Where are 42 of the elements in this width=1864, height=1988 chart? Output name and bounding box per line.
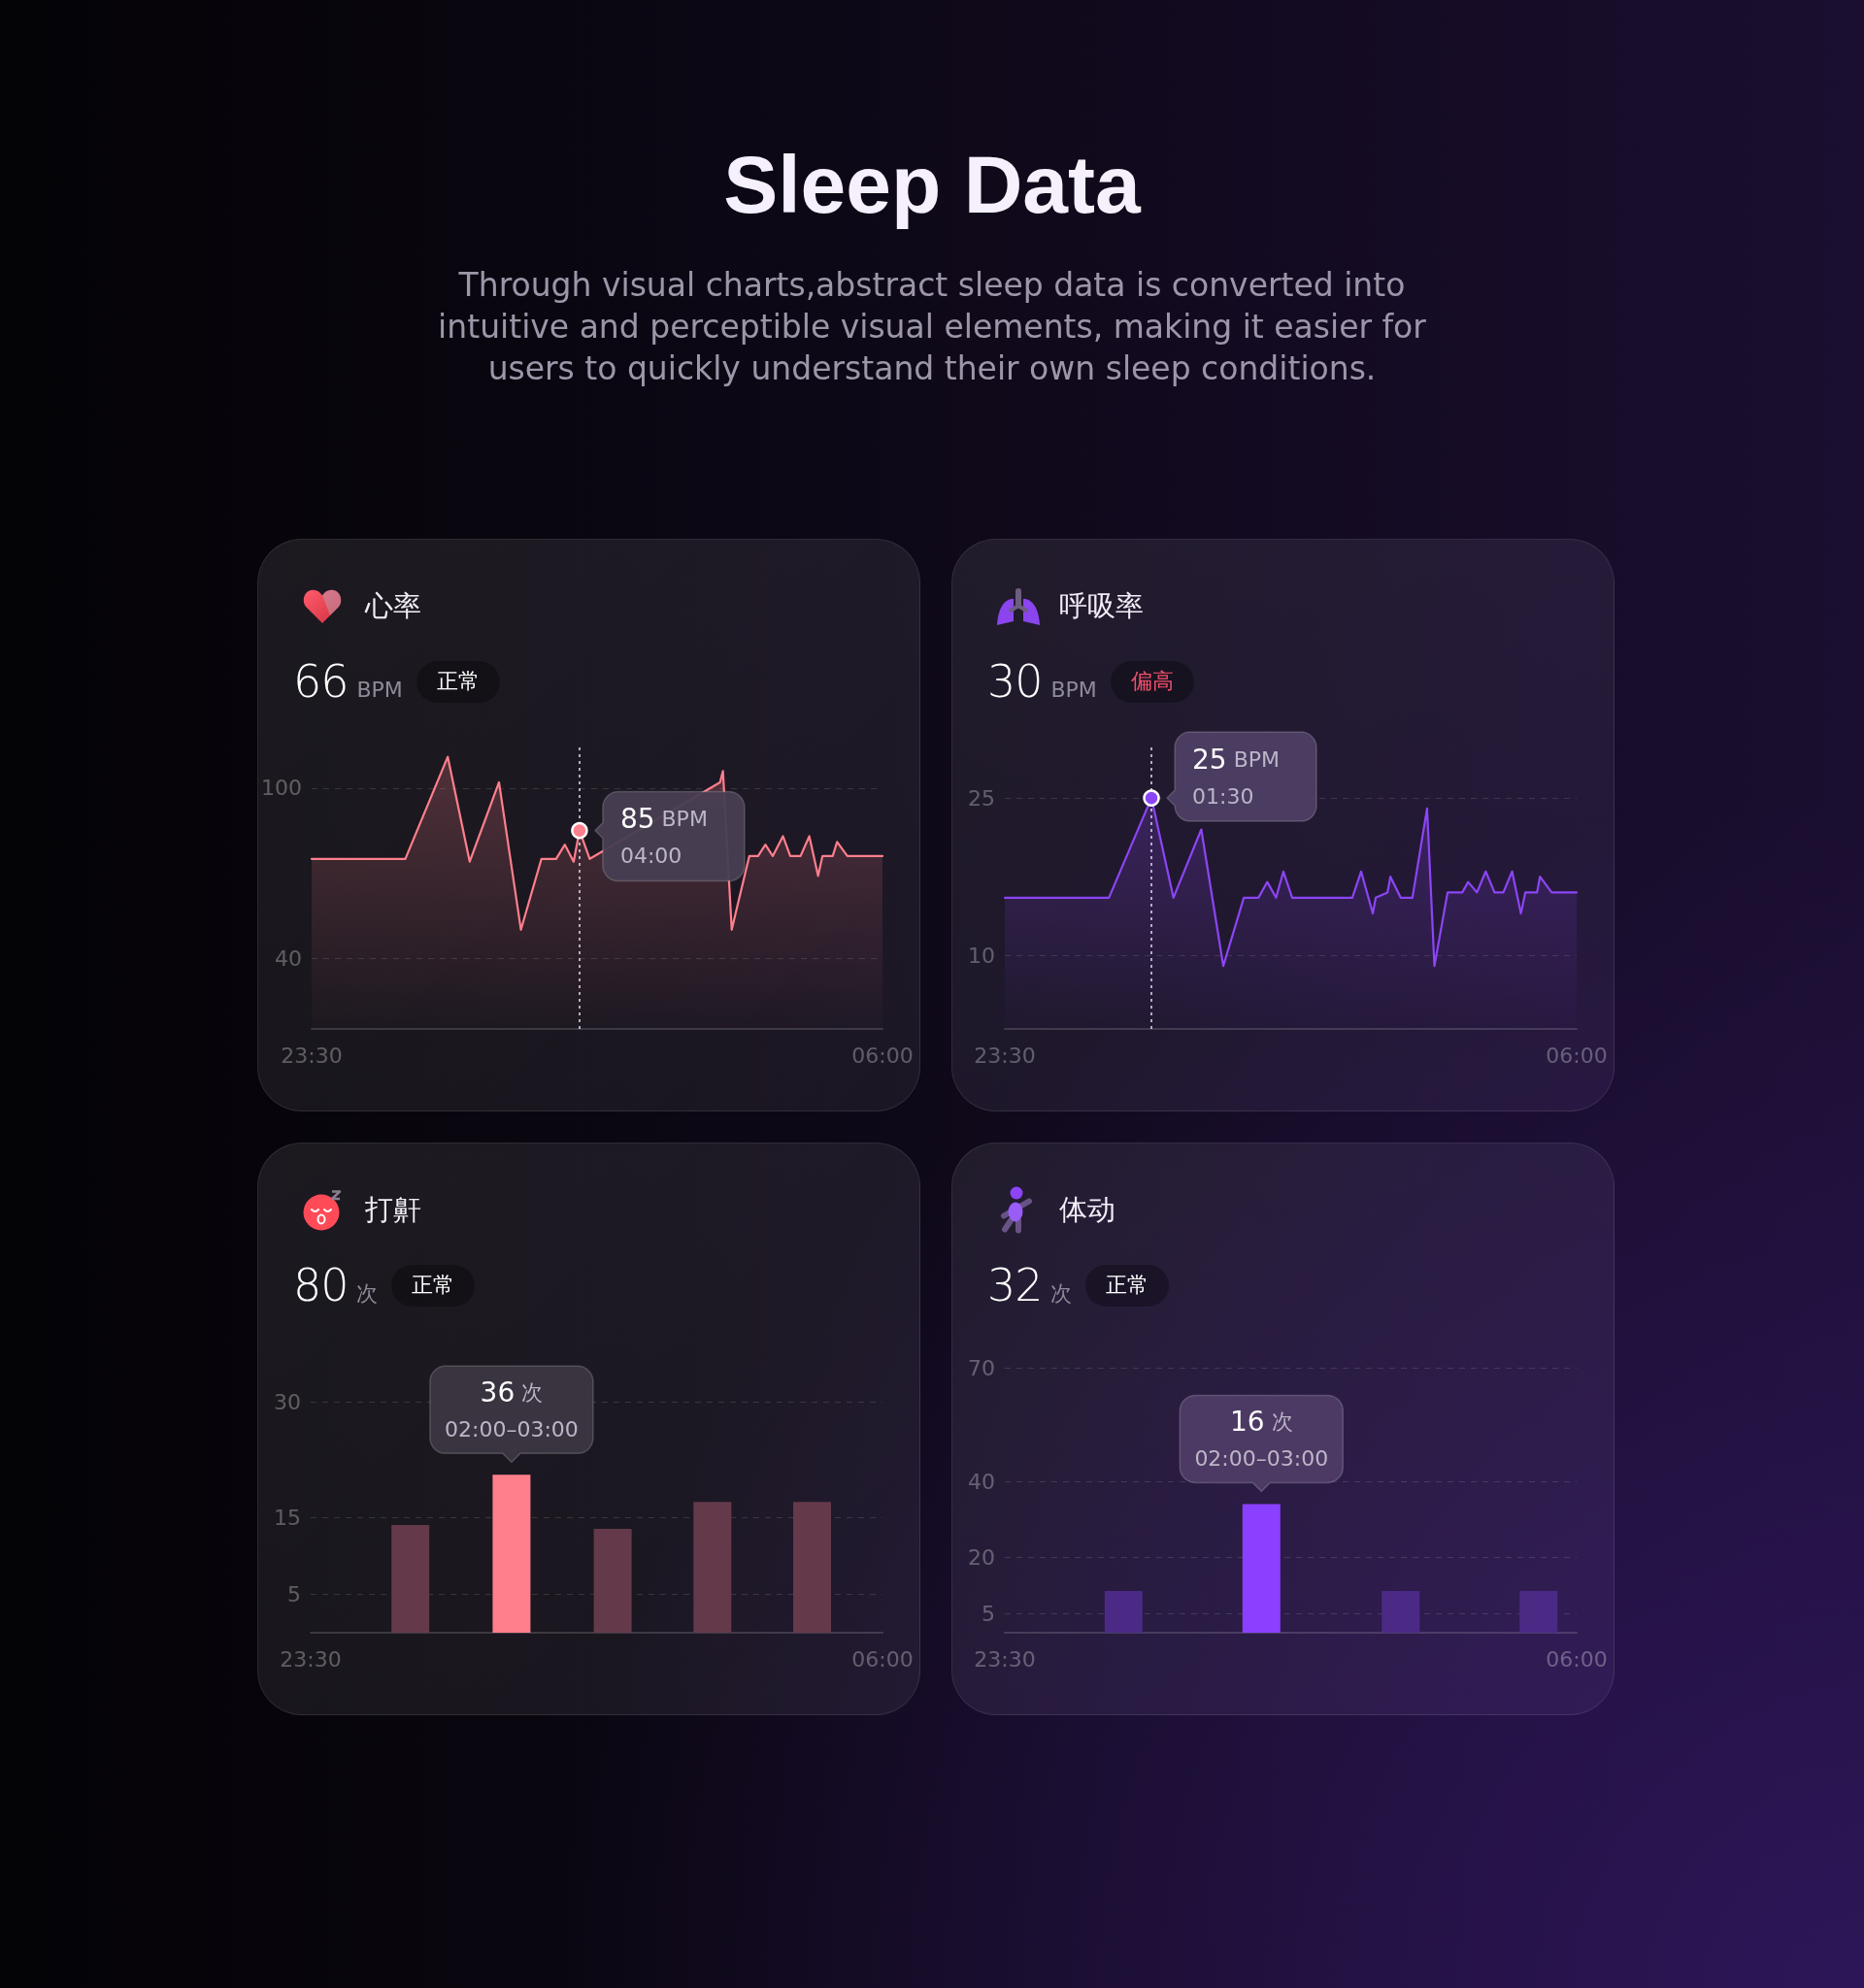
text: 正常 [391,1264,476,1307]
annotation: 25 BPM 01:30 [1192,743,1280,809]
text: 正常 [1085,1264,1170,1307]
annotation: 16 次 02:00–03:00 [1194,1405,1329,1471]
bar [793,1502,832,1633]
chart-subtitle: 32 次 [987,1259,1073,1311]
chart-title: 体动 [1059,1192,1115,1228]
chart-subtitle: 80 次 [293,1259,379,1311]
x-tick-label: 06:00 [851,1043,914,1068]
chart-subtitle: 30 BPM [987,655,1097,708]
x-tick-label: 23:30 [281,1043,343,1068]
y-tick-label: 70 [968,1355,995,1380]
bar [593,1528,632,1633]
y-tick-label: 20 [968,1544,995,1570]
text: 正常 [416,660,500,703]
y-tick-label: 40 [968,1469,995,1494]
y-tick-label: 5 [982,1602,995,1626]
x-tick-label: 23:30 [280,1646,342,1672]
y-tick-label: 30 [274,1389,301,1414]
y-tick-label: 100 [260,776,302,801]
bar [492,1474,531,1633]
x-tick-label: 23:30 [974,1043,1036,1068]
chart-subtitle: 66 BPM [293,655,403,708]
y-tick-label: 25 [968,785,995,811]
y-tick-label: 40 [274,945,302,971]
x-tick-label: 06:00 [851,1646,914,1672]
x-tick-label: 23:30 [974,1646,1036,1672]
annotation: 85 BPM 04:00 [619,803,708,869]
y-tick-label: 15 [274,1505,301,1530]
x-tick-label: 06:00 [1546,1043,1608,1068]
text: Through visual charts,abstract sleep data is converted into intuitive and perceptible visual elements, making it easier for users to quickly understand their own sleep conditions. [437,265,1427,389]
y-tick-label: 10 [968,943,995,968]
annotation: 36 次 02:00–03:00 [445,1375,579,1441]
bar [693,1502,732,1633]
y-tick-label: 5 [287,1581,301,1607]
chart-title: 打鼾 [365,1192,421,1228]
bar [391,1524,430,1633]
x-tick-label: 06:00 [1546,1646,1608,1672]
text: 偏高 [1110,660,1194,703]
chart-title: 呼吸率 [1059,588,1144,624]
chart-title: 心率 [365,588,421,624]
text: Sleep Data [722,138,1143,232]
